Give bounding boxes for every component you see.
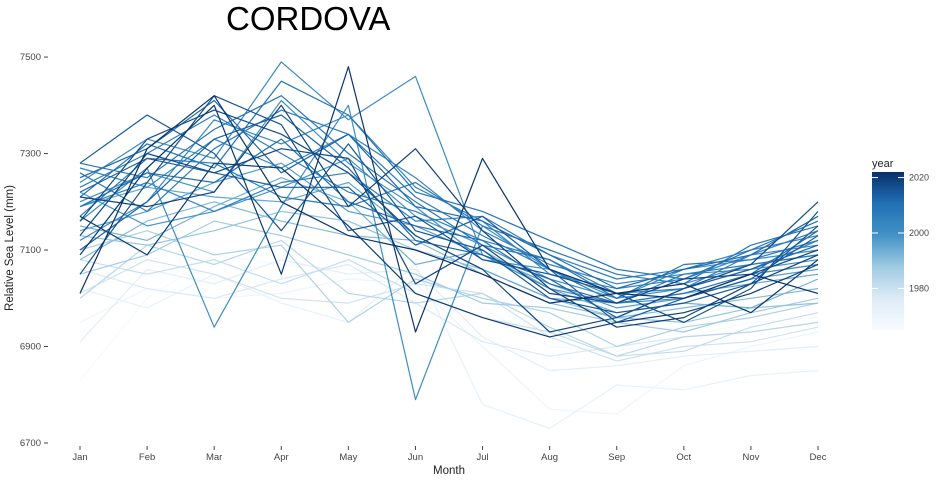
x-tick-label: Apr: [274, 452, 289, 463]
x-tick-label: Nov: [742, 452, 759, 463]
legend-colorbar: [872, 172, 904, 330]
series-line-1993: [79, 177, 819, 314]
series-line-2018: [79, 148, 819, 304]
y-axis: 6700 6900 7100 7300 7500: [20, 52, 48, 449]
series-line-2011: [79, 138, 819, 304]
legend-title: year: [872, 158, 894, 170]
x-tick-label: Oct: [676, 452, 691, 463]
series-line-2001: [79, 104, 819, 401]
series-lines: [79, 61, 819, 430]
y-axis-title: Relative Sea Level (mm): [4, 185, 16, 311]
x-axis-title: Month: [433, 465, 465, 477]
series-line-1983: [79, 239, 819, 357]
y-tick-label: 6900: [20, 342, 41, 353]
series-line-2013: [79, 114, 819, 319]
x-tick-label: Jan: [72, 452, 87, 463]
series-line-2020: [79, 162, 819, 338]
series-line-1995: [79, 181, 819, 304]
y-tick-label: 7100: [20, 245, 41, 256]
series-line-2021: [79, 66, 819, 333]
x-tick-label: Sep: [608, 452, 625, 463]
series-line-1981: [79, 259, 819, 357]
series-line-2019: [79, 104, 819, 328]
x-tick-label: Aug: [541, 452, 558, 463]
series-line-2007: [79, 109, 819, 304]
legend: year 1980 2000 2020: [872, 158, 929, 330]
series-line-1969: [79, 278, 819, 415]
legend-tick-label: 1980: [909, 283, 929, 293]
chart-title: CORDOVA: [226, 0, 390, 37]
series-line-1987: [79, 220, 819, 333]
x-tick-label: Mar: [206, 452, 222, 463]
x-tick-label: Dec: [810, 452, 827, 463]
series-line-2002: [79, 61, 819, 304]
x-axis: Jan Feb Mar Apr May Jun Jul Aug Sep Oct Nov Dec: [72, 446, 827, 463]
series-line-1989: [79, 210, 819, 323]
x-tick-label: Jun: [408, 452, 423, 463]
series-line-2014: [79, 157, 819, 323]
series-line-1974: [79, 259, 819, 372]
series-line-2022: [79, 95, 819, 304]
series-line-1972: [79, 263, 819, 430]
series-line-2012: [79, 99, 819, 290]
series-line-2005: [79, 172, 819, 280]
legend-tick-label: 2020: [909, 173, 929, 183]
series-line-2006: [79, 114, 819, 294]
y-tick-label: 7300: [20, 149, 41, 160]
series-line-2016: [79, 95, 819, 323]
x-tick-label: May: [339, 452, 357, 463]
legend-tick-label: 2000: [909, 228, 929, 238]
series-line-2015: [79, 114, 819, 314]
series-line-2009: [79, 95, 819, 299]
x-tick-label: Jul: [476, 452, 488, 463]
x-tick-label: Feb: [139, 452, 155, 463]
series-line-2010: [79, 80, 819, 280]
series-line-2008: [79, 157, 819, 285]
y-tick-label: 6700: [20, 438, 41, 449]
y-tick-label: 7500: [20, 52, 41, 63]
